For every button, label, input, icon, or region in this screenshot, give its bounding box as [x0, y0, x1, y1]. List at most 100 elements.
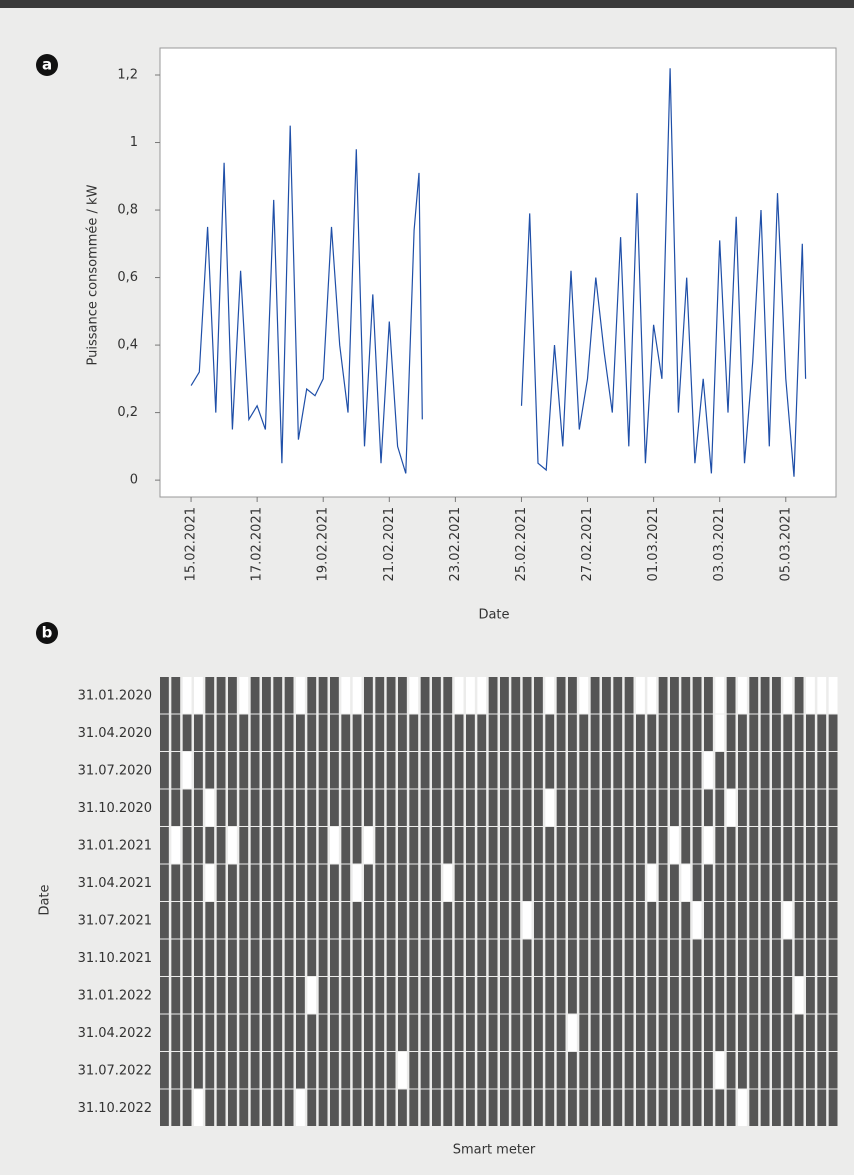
availability-cell: [443, 902, 453, 939]
availability-cell: [171, 827, 181, 864]
availability-cell: [783, 1014, 793, 1051]
availability-cell: [194, 902, 203, 939]
availability-cell: [364, 864, 373, 901]
availability-cell: [817, 752, 827, 789]
availability-cell: [681, 939, 691, 976]
availability-cell: [228, 939, 237, 976]
availability-cell: [409, 939, 419, 976]
availability-cell: [658, 1089, 668, 1126]
y-tick-label: 0: [130, 473, 138, 488]
availability-cell: [466, 752, 475, 789]
plot-area: [159, 47, 837, 498]
availability-cell: [692, 939, 702, 976]
availability-cell: [670, 1014, 679, 1051]
availability-cell: [216, 1052, 226, 1089]
availability-cell: [386, 902, 396, 939]
availability-cell: [613, 977, 623, 1014]
availability-cell: [817, 827, 827, 864]
availability-cell: [420, 977, 430, 1014]
availability-cell: [205, 1052, 215, 1089]
availability-cell: [216, 977, 226, 1014]
availability-cell: [182, 864, 192, 901]
availability-cell: [307, 902, 317, 939]
availability-cell: [341, 714, 351, 751]
availability-cell: [284, 677, 294, 714]
availability-cell: [454, 677, 464, 714]
availability-cell: [556, 939, 566, 976]
availability-cell: [772, 1014, 781, 1051]
availability-cell: [749, 939, 759, 976]
availability-cell: [194, 789, 203, 826]
availability-cell: [613, 1052, 623, 1089]
availability-cell: [420, 1014, 430, 1051]
availability-cell: [726, 1089, 736, 1126]
availability-cell: [341, 752, 351, 789]
y-tick-label: 31.04.2021: [78, 876, 152, 891]
availability-cell: [477, 752, 487, 789]
availability-cell: [375, 827, 385, 864]
availability-cell: [670, 752, 679, 789]
availability-cell: [228, 714, 237, 751]
availability-cell: [715, 827, 725, 864]
availability-cell: [715, 939, 725, 976]
availability-cell: [250, 1014, 260, 1051]
availability-cell: [228, 677, 237, 714]
y-tick-label: 31.10.2022: [78, 1101, 152, 1116]
availability-cell: [182, 939, 192, 976]
availability-cell: [171, 1089, 181, 1126]
availability-cell: [681, 677, 691, 714]
availability-cell: [590, 902, 600, 939]
availability-cell: [273, 977, 283, 1014]
availability-cell: [794, 902, 804, 939]
availability-cell: [205, 902, 215, 939]
availability-cell: [511, 752, 521, 789]
availability-cell: [318, 752, 328, 789]
availability-cell: [466, 977, 475, 1014]
availability-cell: [273, 1089, 283, 1126]
availability-cell: [160, 752, 169, 789]
availability-cell: [602, 677, 611, 714]
availability-cell: [545, 1089, 555, 1126]
availability-cell: [726, 752, 736, 789]
availability-cell: [205, 864, 215, 901]
availability-cell: [386, 864, 396, 901]
y-tick-label: 31.04.2020: [78, 726, 152, 741]
availability-cell: [500, 827, 509, 864]
availability-cell: [681, 752, 691, 789]
availability-cell: [602, 827, 611, 864]
availability-cell: [398, 864, 407, 901]
availability-cell: [568, 977, 577, 1014]
availability-cell: [398, 902, 407, 939]
availability-cell: [239, 677, 249, 714]
availability-cell: [624, 939, 634, 976]
availability-cell: [590, 1089, 600, 1126]
availability-cell: [420, 864, 430, 901]
availability-cell: [817, 677, 827, 714]
availability-cell: [466, 1052, 475, 1089]
availability-cell: [182, 977, 192, 1014]
availability-cell: [681, 1052, 691, 1089]
availability-cell: [647, 789, 657, 826]
availability-cell: [511, 827, 521, 864]
availability-cell: [579, 714, 589, 751]
availability-cell: [692, 714, 702, 751]
availability-cell: [806, 1014, 815, 1051]
availability-cell: [715, 902, 725, 939]
availability-cell: [250, 939, 260, 976]
availability-cell: [454, 939, 464, 976]
availability-cell: [216, 714, 226, 751]
availability-cell: [409, 902, 419, 939]
availability-cell: [828, 1089, 838, 1126]
availability-cell: [556, 1089, 566, 1126]
availability-cell: [806, 902, 815, 939]
availability-cell: [330, 752, 339, 789]
availability-cell: [647, 752, 657, 789]
availability-cell: [432, 677, 441, 714]
availability-cell: [239, 1014, 249, 1051]
x-axis-label: Smart meter: [453, 1143, 536, 1158]
availability-cell: [420, 1052, 430, 1089]
availability-cell: [534, 752, 543, 789]
x-tick-label: 19.02.2021: [316, 507, 331, 581]
availability-cell: [511, 1052, 521, 1089]
availability-cell: [783, 789, 793, 826]
